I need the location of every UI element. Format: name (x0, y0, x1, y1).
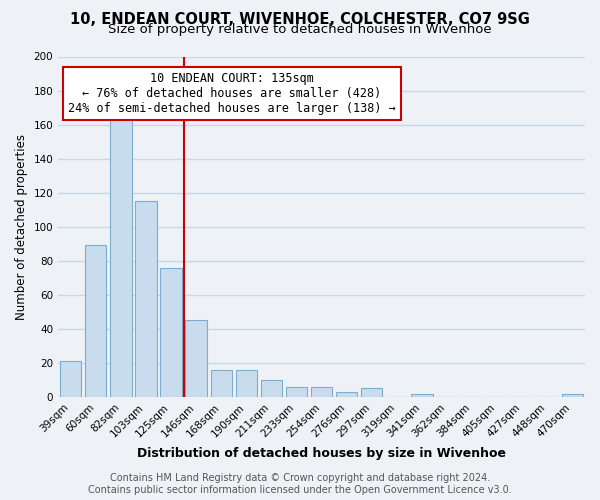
Text: Contains HM Land Registry data © Crown copyright and database right 2024.
Contai: Contains HM Land Registry data © Crown c… (88, 474, 512, 495)
Bar (185, 320, 207, 397)
Bar (286, 386, 307, 397)
Bar (562, 394, 583, 397)
Bar (85, 246, 106, 397)
Bar (136, 201, 157, 397)
Bar (160, 268, 182, 397)
Bar (336, 392, 358, 397)
Bar (261, 380, 282, 397)
Bar (361, 388, 382, 397)
Text: 10 ENDEAN COURT: 135sqm
← 76% of detached houses are smaller (428)
24% of semi-d: 10 ENDEAN COURT: 135sqm ← 76% of detache… (68, 72, 396, 115)
Text: Size of property relative to detached houses in Wivenhoe: Size of property relative to detached ho… (108, 24, 492, 36)
X-axis label: Distribution of detached houses by size in Wivenhoe: Distribution of detached houses by size … (137, 447, 506, 460)
Bar (110, 112, 131, 397)
Y-axis label: Number of detached properties: Number of detached properties (15, 134, 28, 320)
Bar (411, 394, 433, 397)
Text: 10, ENDEAN COURT, WIVENHOE, COLCHESTER, CO7 9SG: 10, ENDEAN COURT, WIVENHOE, COLCHESTER, … (70, 12, 530, 28)
Bar (60, 361, 82, 397)
Bar (211, 370, 232, 397)
Bar (311, 386, 332, 397)
Bar (236, 370, 257, 397)
